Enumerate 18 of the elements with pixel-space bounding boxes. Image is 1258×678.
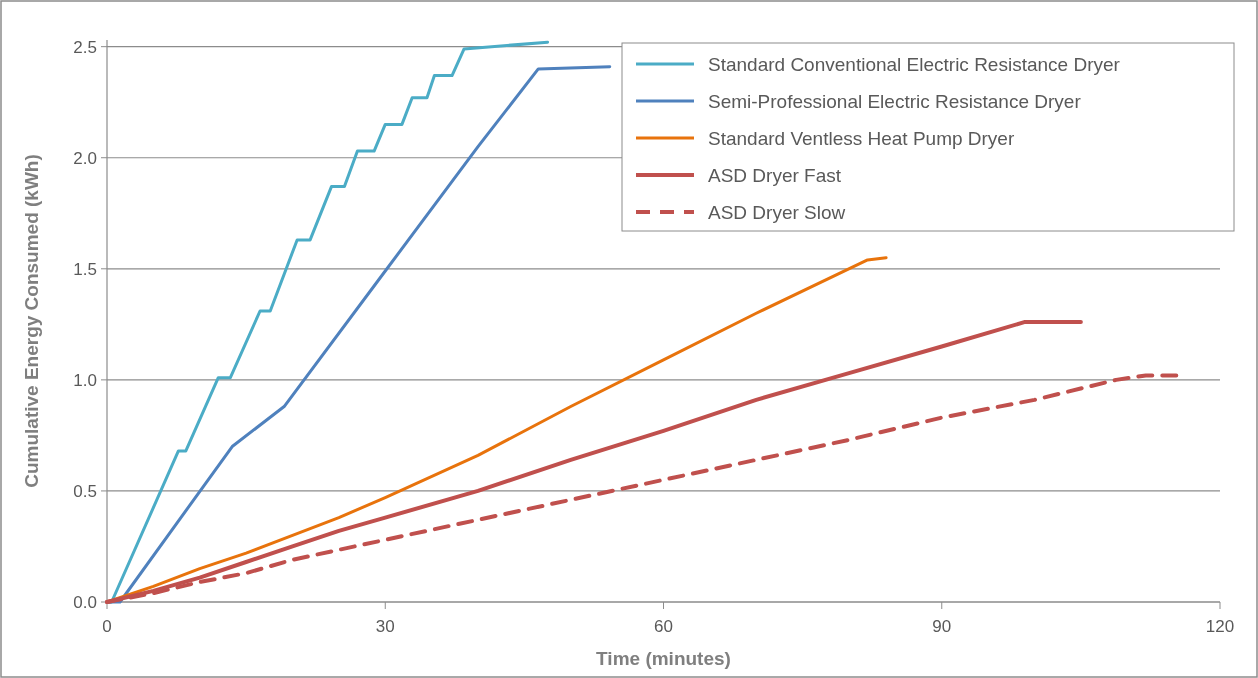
x-axis-title: Time (minutes) (596, 648, 731, 669)
y-tick-label: 0.5 (73, 481, 97, 501)
y-tick-label: 0.0 (73, 592, 97, 612)
legend-label: ASD Dryer Slow (708, 201, 846, 223)
y-tick-label: 1.5 (73, 259, 97, 279)
legend-label: Standard Ventless Heat Pump Dryer (708, 127, 1015, 149)
x-tick-label: 30 (375, 617, 395, 636)
legend-label: Semi-Professional Electric Resistance Dryer (708, 90, 1082, 112)
x-tick-label: 90 (932, 617, 952, 636)
legend-label: ASD Dryer Fast (708, 164, 842, 186)
x-tick-label: 0 (102, 617, 112, 636)
legend-label: Standard Conventional Electric Resistance Dryer (708, 53, 1121, 75)
y-tick-label: 2.5 (73, 37, 97, 57)
x-tick-label: 120 (1205, 617, 1235, 636)
x-tick-label: 60 (654, 617, 673, 636)
y-tick-label: 2.0 (73, 148, 97, 168)
y-axis-title: Cumulative Energy Consumed (kWh) (21, 154, 42, 488)
y-tick-label: 1.0 (73, 370, 97, 390)
